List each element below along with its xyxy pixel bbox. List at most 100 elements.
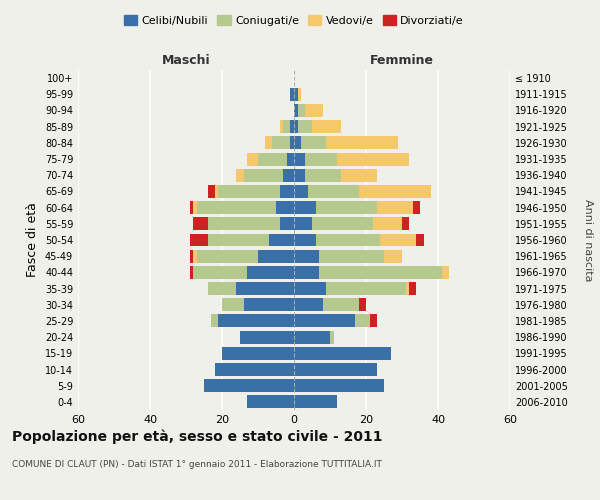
Bar xyxy=(280,120,283,133)
Bar xyxy=(208,282,236,295)
Bar xyxy=(326,282,406,295)
Bar xyxy=(247,396,294,408)
Bar xyxy=(290,136,294,149)
Bar xyxy=(316,234,380,246)
Bar xyxy=(326,136,398,149)
Bar xyxy=(312,120,341,133)
Bar xyxy=(330,330,334,344)
Bar xyxy=(190,250,193,262)
Bar xyxy=(294,120,298,133)
Bar xyxy=(319,250,384,262)
Bar xyxy=(298,120,312,133)
Bar xyxy=(208,234,269,246)
Bar xyxy=(258,152,287,166)
Bar xyxy=(222,347,294,360)
Bar xyxy=(373,218,402,230)
Bar xyxy=(406,282,409,295)
Bar xyxy=(319,266,442,279)
Bar xyxy=(294,201,316,214)
Y-axis label: Fasce di età: Fasce di età xyxy=(26,202,39,278)
Bar xyxy=(294,136,301,149)
Bar xyxy=(294,185,308,198)
Bar xyxy=(294,363,377,376)
Bar xyxy=(247,266,294,279)
Bar xyxy=(240,330,294,344)
Bar xyxy=(298,88,301,101)
Bar xyxy=(236,282,294,295)
Bar xyxy=(294,298,323,311)
Bar xyxy=(290,88,294,101)
Bar xyxy=(190,201,193,214)
Bar xyxy=(204,379,294,392)
Bar xyxy=(301,136,326,149)
Bar xyxy=(337,152,409,166)
Bar xyxy=(265,136,272,149)
Bar xyxy=(294,330,330,344)
Bar xyxy=(305,104,323,117)
Bar xyxy=(312,218,373,230)
Bar xyxy=(416,234,424,246)
Bar xyxy=(236,169,244,181)
Legend: Celibi/Nubili, Coniugati/e, Vedovi/e, Divorziati/e: Celibi/Nubili, Coniugati/e, Vedovi/e, Di… xyxy=(119,10,469,30)
Bar xyxy=(316,201,377,214)
Bar xyxy=(276,201,294,214)
Text: Anni di nascita: Anni di nascita xyxy=(583,198,593,281)
Bar xyxy=(305,152,337,166)
Bar xyxy=(269,234,294,246)
Bar xyxy=(280,218,294,230)
Bar xyxy=(208,218,280,230)
Bar xyxy=(294,152,305,166)
Bar xyxy=(370,314,377,328)
Bar xyxy=(197,201,276,214)
Bar xyxy=(193,250,197,262)
Bar xyxy=(208,185,215,198)
Bar xyxy=(294,88,298,101)
Bar xyxy=(308,185,359,198)
Bar xyxy=(442,266,449,279)
Text: Femmine: Femmine xyxy=(370,54,434,67)
Text: COMUNE DI CLAUT (PN) - Dati ISTAT 1° gennaio 2011 - Elaborazione TUTTITALIA.IT: COMUNE DI CLAUT (PN) - Dati ISTAT 1° gen… xyxy=(12,460,382,469)
Bar xyxy=(298,104,305,117)
Bar xyxy=(272,136,290,149)
Bar xyxy=(244,298,294,311)
Bar xyxy=(305,169,341,181)
Bar xyxy=(294,282,326,295)
Bar xyxy=(380,234,416,246)
Bar xyxy=(384,250,402,262)
Bar xyxy=(294,250,319,262)
Bar xyxy=(193,266,247,279)
Bar xyxy=(294,234,316,246)
Bar xyxy=(190,266,193,279)
Bar xyxy=(290,120,294,133)
Bar xyxy=(190,234,208,246)
Bar xyxy=(359,298,366,311)
Bar xyxy=(359,185,431,198)
Bar xyxy=(211,314,218,328)
Bar xyxy=(355,314,370,328)
Bar xyxy=(294,396,337,408)
Bar xyxy=(215,363,294,376)
Bar xyxy=(377,201,413,214)
Bar xyxy=(193,201,197,214)
Bar xyxy=(294,347,391,360)
Bar xyxy=(287,152,294,166)
Bar xyxy=(258,250,294,262)
Bar xyxy=(244,169,283,181)
Text: Maschi: Maschi xyxy=(161,54,211,67)
Bar xyxy=(409,282,416,295)
Bar xyxy=(193,218,208,230)
Bar xyxy=(283,169,294,181)
Bar xyxy=(215,185,218,198)
Bar xyxy=(247,152,258,166)
Bar xyxy=(413,201,420,214)
Bar xyxy=(283,120,290,133)
Bar xyxy=(402,218,409,230)
Bar xyxy=(294,379,384,392)
Bar xyxy=(218,185,280,198)
Text: Popolazione per età, sesso e stato civile - 2011: Popolazione per età, sesso e stato civil… xyxy=(12,430,383,444)
Bar xyxy=(294,104,298,117)
Bar xyxy=(341,169,377,181)
Bar xyxy=(323,298,359,311)
Bar xyxy=(294,266,319,279)
Bar xyxy=(294,169,305,181)
